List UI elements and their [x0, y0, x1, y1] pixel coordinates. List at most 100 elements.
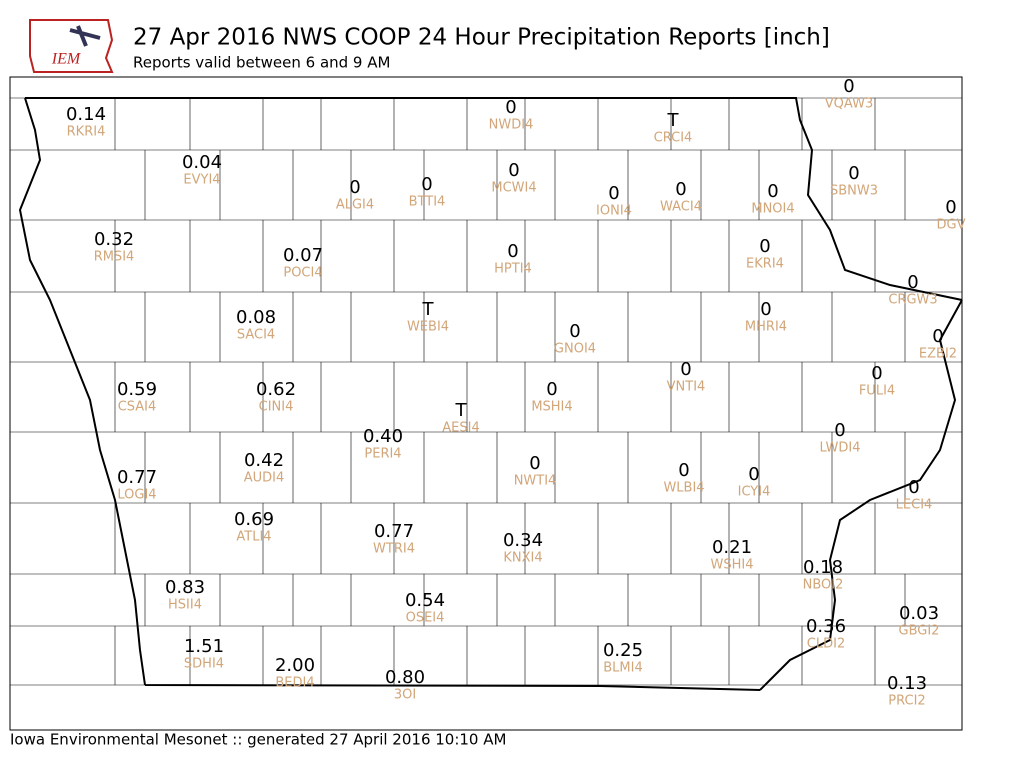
- station-value: 0: [908, 477, 919, 498]
- station-value: 2.00: [275, 655, 315, 676]
- station-id: MCWI4: [491, 181, 536, 196]
- station-id: RMSI4: [94, 250, 135, 265]
- station-value: 0.83: [165, 577, 205, 598]
- map-frame: [9, 76, 963, 731]
- station-value: 0.07: [283, 245, 323, 266]
- station-value: T: [455, 400, 468, 421]
- station-value: 0: [608, 183, 619, 204]
- station-id: POCI4: [283, 266, 322, 281]
- station-value: 0: [529, 453, 540, 474]
- station-id: EVYI4: [183, 173, 220, 188]
- station-id: WTRI4: [373, 542, 415, 557]
- station-id: KNXI4: [503, 551, 542, 566]
- logo-vane: [69, 25, 101, 47]
- station-value: 0: [678, 460, 689, 481]
- station-id: NWTI4: [514, 474, 557, 489]
- station-id: ALGI4: [336, 198, 374, 213]
- station-value: 0: [675, 179, 686, 200]
- station-value: 0: [546, 379, 557, 400]
- station-value: 0.04: [182, 152, 222, 173]
- station-id: MSHI4: [531, 400, 572, 415]
- station-value: 0.08: [236, 307, 276, 328]
- station-value: 0: [508, 160, 519, 181]
- station-id: FULI4: [859, 384, 895, 399]
- station-id: ICYI4: [738, 485, 771, 500]
- station-id: CSAI4: [118, 400, 157, 415]
- state-border: [18, 97, 963, 691]
- station-id: VQAW3: [825, 97, 873, 112]
- station-id: NWDI4: [489, 118, 534, 133]
- station-id: MHRI4: [745, 320, 787, 335]
- station-id: LECI4: [896, 498, 933, 513]
- footer: Iowa Environmental Mesonet :: generated …: [10, 731, 506, 749]
- station-id: VNTI4: [667, 380, 706, 395]
- station-value: T: [422, 299, 435, 320]
- station-id: BTTI4: [409, 195, 446, 210]
- station-value: 0: [421, 174, 432, 195]
- station-id: AESI4: [442, 421, 479, 436]
- station-value: 0.25: [603, 640, 643, 661]
- station-value: 0: [507, 241, 518, 262]
- station-id: SACI4: [237, 328, 275, 343]
- station-value: 0: [569, 321, 580, 342]
- station-value: 0: [871, 363, 882, 384]
- station-id: ATLI4: [236, 530, 271, 545]
- station-id: RKRI4: [67, 125, 106, 140]
- station-value: 1.51: [184, 636, 224, 657]
- station-value: 0.80: [385, 667, 425, 688]
- station-id: 3OI: [394, 688, 416, 703]
- station-value: 0: [349, 177, 360, 198]
- station-id: AUDI4: [244, 471, 285, 486]
- station-id: GBGI2: [899, 624, 940, 639]
- station-value: 0.13: [887, 673, 927, 694]
- station-value: 0.21: [712, 537, 752, 558]
- station-value: 0: [759, 236, 770, 257]
- station-id: HPTI4: [494, 262, 532, 277]
- station-id: SBNW3: [830, 184, 878, 199]
- station-value: 0.34: [503, 530, 543, 551]
- station-value: 0: [843, 76, 854, 97]
- station-value: 0.32: [94, 229, 134, 250]
- station-value: 0.18: [803, 557, 843, 578]
- station-value: 0: [907, 272, 918, 293]
- station-id: PERI4: [364, 447, 401, 462]
- station-value: 0: [945, 197, 956, 218]
- title: 27 Apr 2016 NWS COOP 24 Hour Precipitati…: [133, 25, 830, 51]
- station-id: MNOI4: [751, 202, 794, 217]
- subtitle: Reports valid between 6 and 9 AM: [133, 54, 390, 72]
- station-id: GNOI4: [554, 342, 596, 357]
- station-id: WEBI4: [407, 320, 449, 335]
- station-id: LWDI4: [819, 441, 860, 456]
- station-value: T: [667, 110, 680, 131]
- station-id: BEDI4: [275, 676, 314, 691]
- station-id: NBOI2: [803, 578, 844, 593]
- station-value: 0.14: [66, 104, 106, 125]
- station-id: IONI4: [596, 204, 632, 219]
- station-id: LOGI4: [117, 488, 156, 503]
- station-value: 0: [505, 97, 516, 118]
- station-id: HSII4: [168, 598, 202, 613]
- station-value: 0.40: [363, 426, 403, 447]
- station-value: 0: [834, 420, 845, 441]
- station-value: 0.62: [256, 379, 296, 400]
- station-value: 0.77: [117, 467, 157, 488]
- station-id: CLDI2: [807, 637, 845, 652]
- station-value: 0: [932, 326, 943, 347]
- station-value: 0.36: [806, 616, 846, 637]
- station-value: 0.03: [899, 603, 939, 624]
- station-id: DGV: [937, 218, 966, 233]
- station-value: 0.77: [374, 521, 414, 542]
- station-value: 0.54: [405, 590, 445, 611]
- county-lines: [10, 97, 962, 686]
- station-id: EZBI2: [919, 347, 957, 362]
- station-id: WSHI4: [711, 558, 754, 573]
- station-id: CINI4: [259, 400, 294, 415]
- station-id: WACI4: [660, 200, 702, 215]
- station-id: CRCI4: [654, 131, 693, 146]
- logo: IEM: [29, 19, 114, 73]
- station-value: 0: [848, 163, 859, 184]
- station-id: SDHI4: [184, 657, 224, 672]
